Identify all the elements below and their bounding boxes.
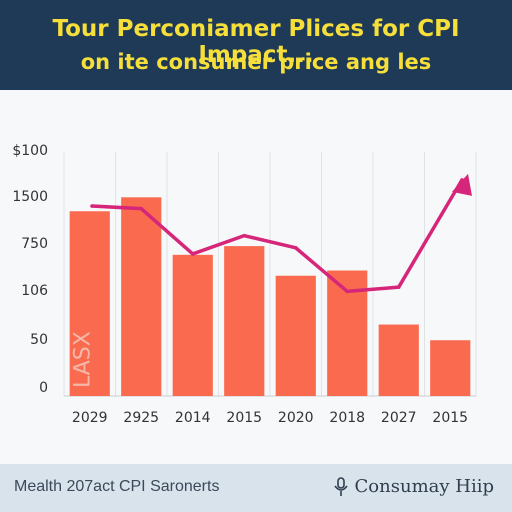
bar <box>378 324 419 396</box>
x-tick-label: 2027 <box>381 410 417 426</box>
y-tick-label: 106 <box>21 283 48 299</box>
x-tick-label: 2925 <box>123 410 159 426</box>
y-tick-label: 1500 <box>12 189 48 205</box>
footer-brand-label: Consumay Hiip <box>354 476 494 497</box>
y-tick-label: 0 <box>39 380 48 396</box>
line-point <box>139 206 144 211</box>
line-point <box>190 252 195 256</box>
line-point <box>242 233 247 238</box>
chart-subtitle: on ite consumer price ang les <box>80 50 432 74</box>
bar-label: LASX <box>71 331 96 388</box>
bars: LASX <box>69 197 471 396</box>
chart-area: $100 1500 750 106 50 0 LASX 2029 2925 2014 2015 2… <box>0 90 512 464</box>
trend-line-group <box>90 173 472 294</box>
x-tick-label: 2029 <box>72 410 108 426</box>
chart-title: Tour Perconiamer Plices for CPI Impact..… <box>52 16 460 68</box>
trend-arrowhead <box>452 173 472 196</box>
x-tick-label: 2015 <box>226 410 262 426</box>
bar <box>172 254 213 396</box>
line-point <box>90 204 94 208</box>
x-tick-label: 2014 <box>175 410 211 426</box>
header-banner: Tour Perconiamer Plices for CPI Impact..… <box>0 0 512 90</box>
grid-lines <box>63 152 477 397</box>
trend-line <box>91 178 464 294</box>
line-point <box>293 246 298 250</box>
footer-bar: Mealth 207act CPI Saronerts Consumay Hii… <box>0 464 512 512</box>
bar <box>275 275 316 396</box>
line-point <box>396 285 401 289</box>
x-tick-label: 2020 <box>278 410 314 426</box>
bar <box>224 246 265 396</box>
bar <box>69 211 110 396</box>
microphone-icon <box>333 476 348 496</box>
x-tick-label: 2018 <box>329 410 365 426</box>
x-tick-label: 2015 <box>432 410 468 426</box>
footer-source: Mealth 207act CPI Saronerts <box>14 478 220 495</box>
y-tick-labels: $100 1500 750 106 50 0 <box>12 143 48 396</box>
y-tick-label: 50 <box>30 332 48 348</box>
y-tick-label: 750 <box>21 236 48 252</box>
footer-brand: Consumay Hiip <box>333 476 494 497</box>
bar <box>430 340 471 396</box>
y-tick-label: $100 <box>12 143 48 159</box>
line-point <box>345 289 350 294</box>
x-tick-labels: 2029 2925 2014 2015 2020 2018 2027 2015 <box>72 410 468 426</box>
bar <box>121 197 162 396</box>
